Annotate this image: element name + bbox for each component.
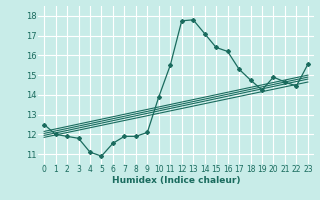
X-axis label: Humidex (Indice chaleur): Humidex (Indice chaleur) bbox=[112, 176, 240, 185]
